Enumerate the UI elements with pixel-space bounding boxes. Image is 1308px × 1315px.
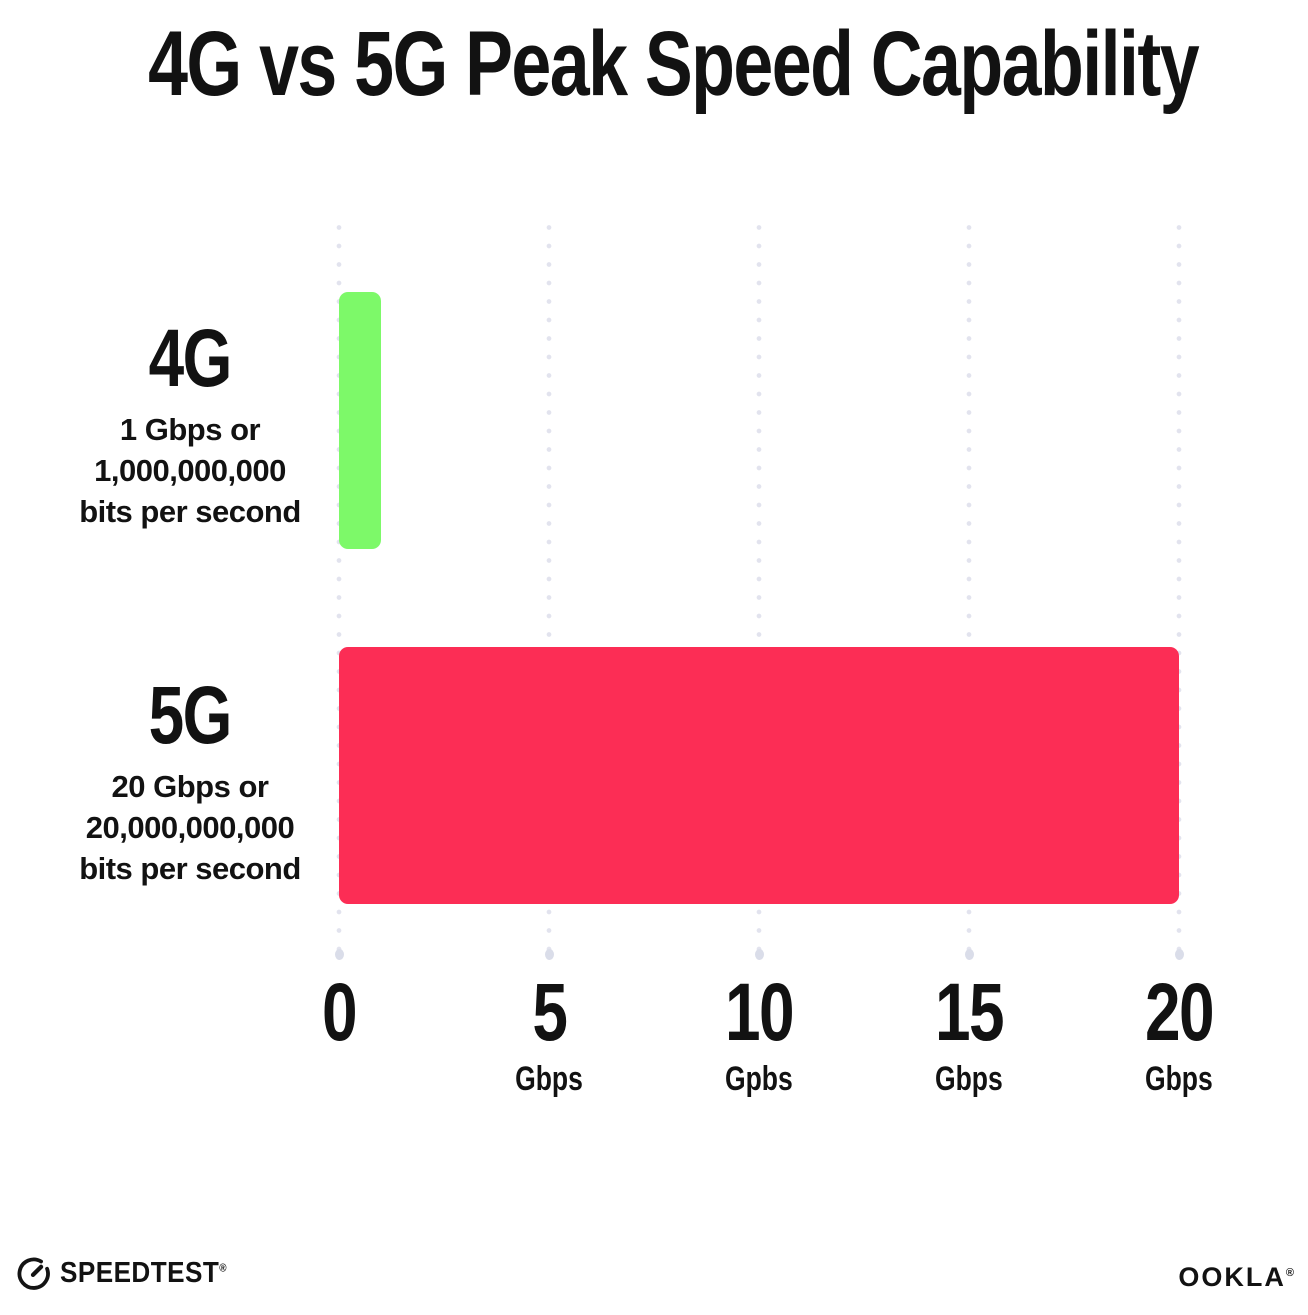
category-label-5g: 5G 20 Gbps or 20,000,000,000 bits per se…	[20, 675, 360, 890]
ookla-wordmark: OOKLA	[1178, 1262, 1286, 1292]
x-tick-value: 5	[531, 967, 568, 1058]
speedtest-wordmark: SPEEDTEST®	[60, 1256, 227, 1289]
gridline-5	[546, 225, 552, 958]
category-label-4g: 4G 1 Gbps or 1,000,000,000 bits per seco…	[20, 318, 360, 533]
speedtest-logo: SPEEDTEST®	[14, 1254, 246, 1292]
x-tick-value: 10	[724, 967, 795, 1058]
x-tick-unit: Gpbs	[725, 1060, 793, 1098]
x-tick-0: 0	[317, 972, 361, 1096]
sublabel-line: 1 Gbps or	[119, 412, 261, 447]
sublabel-line: 20 Gbps or	[111, 769, 269, 804]
speedtest-gauge-icon	[17, 1257, 50, 1290]
x-tick-20: 20 Gbps	[1135, 967, 1222, 1098]
x-tick-unit: Gbps	[515, 1060, 583, 1098]
ookla-trademark: ®	[1285, 1267, 1296, 1279]
sublabel-line: bits per second	[79, 850, 301, 886]
gridline-15	[966, 225, 972, 958]
ookla-logo: OOKLA®	[1178, 1262, 1296, 1293]
x-tick-5: 5 Gbps	[506, 967, 593, 1098]
sublabel-line: 20,000,000,000	[85, 809, 295, 845]
chart-title-text: 4G vs 5G Peak Speed Capability	[148, 13, 1200, 115]
bar-4g	[339, 292, 381, 549]
speedtest-trademark: ®	[219, 1261, 227, 1274]
gridline-10	[756, 225, 762, 958]
x-tick-value: 15	[934, 967, 1005, 1058]
x-tick-10: 10 Gpbs	[715, 967, 802, 1098]
plot-area	[336, 225, 1182, 958]
category-sublabel-5g: 20 Gbps or 20,000,000,000 bits per secon…	[20, 767, 360, 890]
x-tick-value: 20	[1144, 967, 1215, 1058]
x-tick-15: 15 Gbps	[925, 967, 1012, 1098]
category-name-5g: 5G	[148, 670, 233, 761]
chart-title: 4G vs 5G Peak Speed Capability	[0, 18, 1308, 110]
gridline-0	[336, 225, 342, 958]
bar-5g	[339, 647, 1179, 904]
x-tick-unit: Gbps	[1145, 1060, 1213, 1098]
category-sublabel-4g: 1 Gbps or 1,000,000,000 bits per second	[20, 410, 360, 533]
x-tick-value: 0	[321, 967, 358, 1058]
gridline-20	[1176, 225, 1182, 958]
sublabel-line: bits per second	[79, 493, 301, 529]
category-name-4g: 4G	[148, 313, 233, 404]
x-axis: 0 5 Gbps 10 Gpbs 15 Gbps 20 Gbps	[322, 967, 1215, 1102]
sublabel-line: 1,000,000,000	[94, 452, 286, 488]
x-tick-unit: Gbps	[935, 1060, 1003, 1098]
